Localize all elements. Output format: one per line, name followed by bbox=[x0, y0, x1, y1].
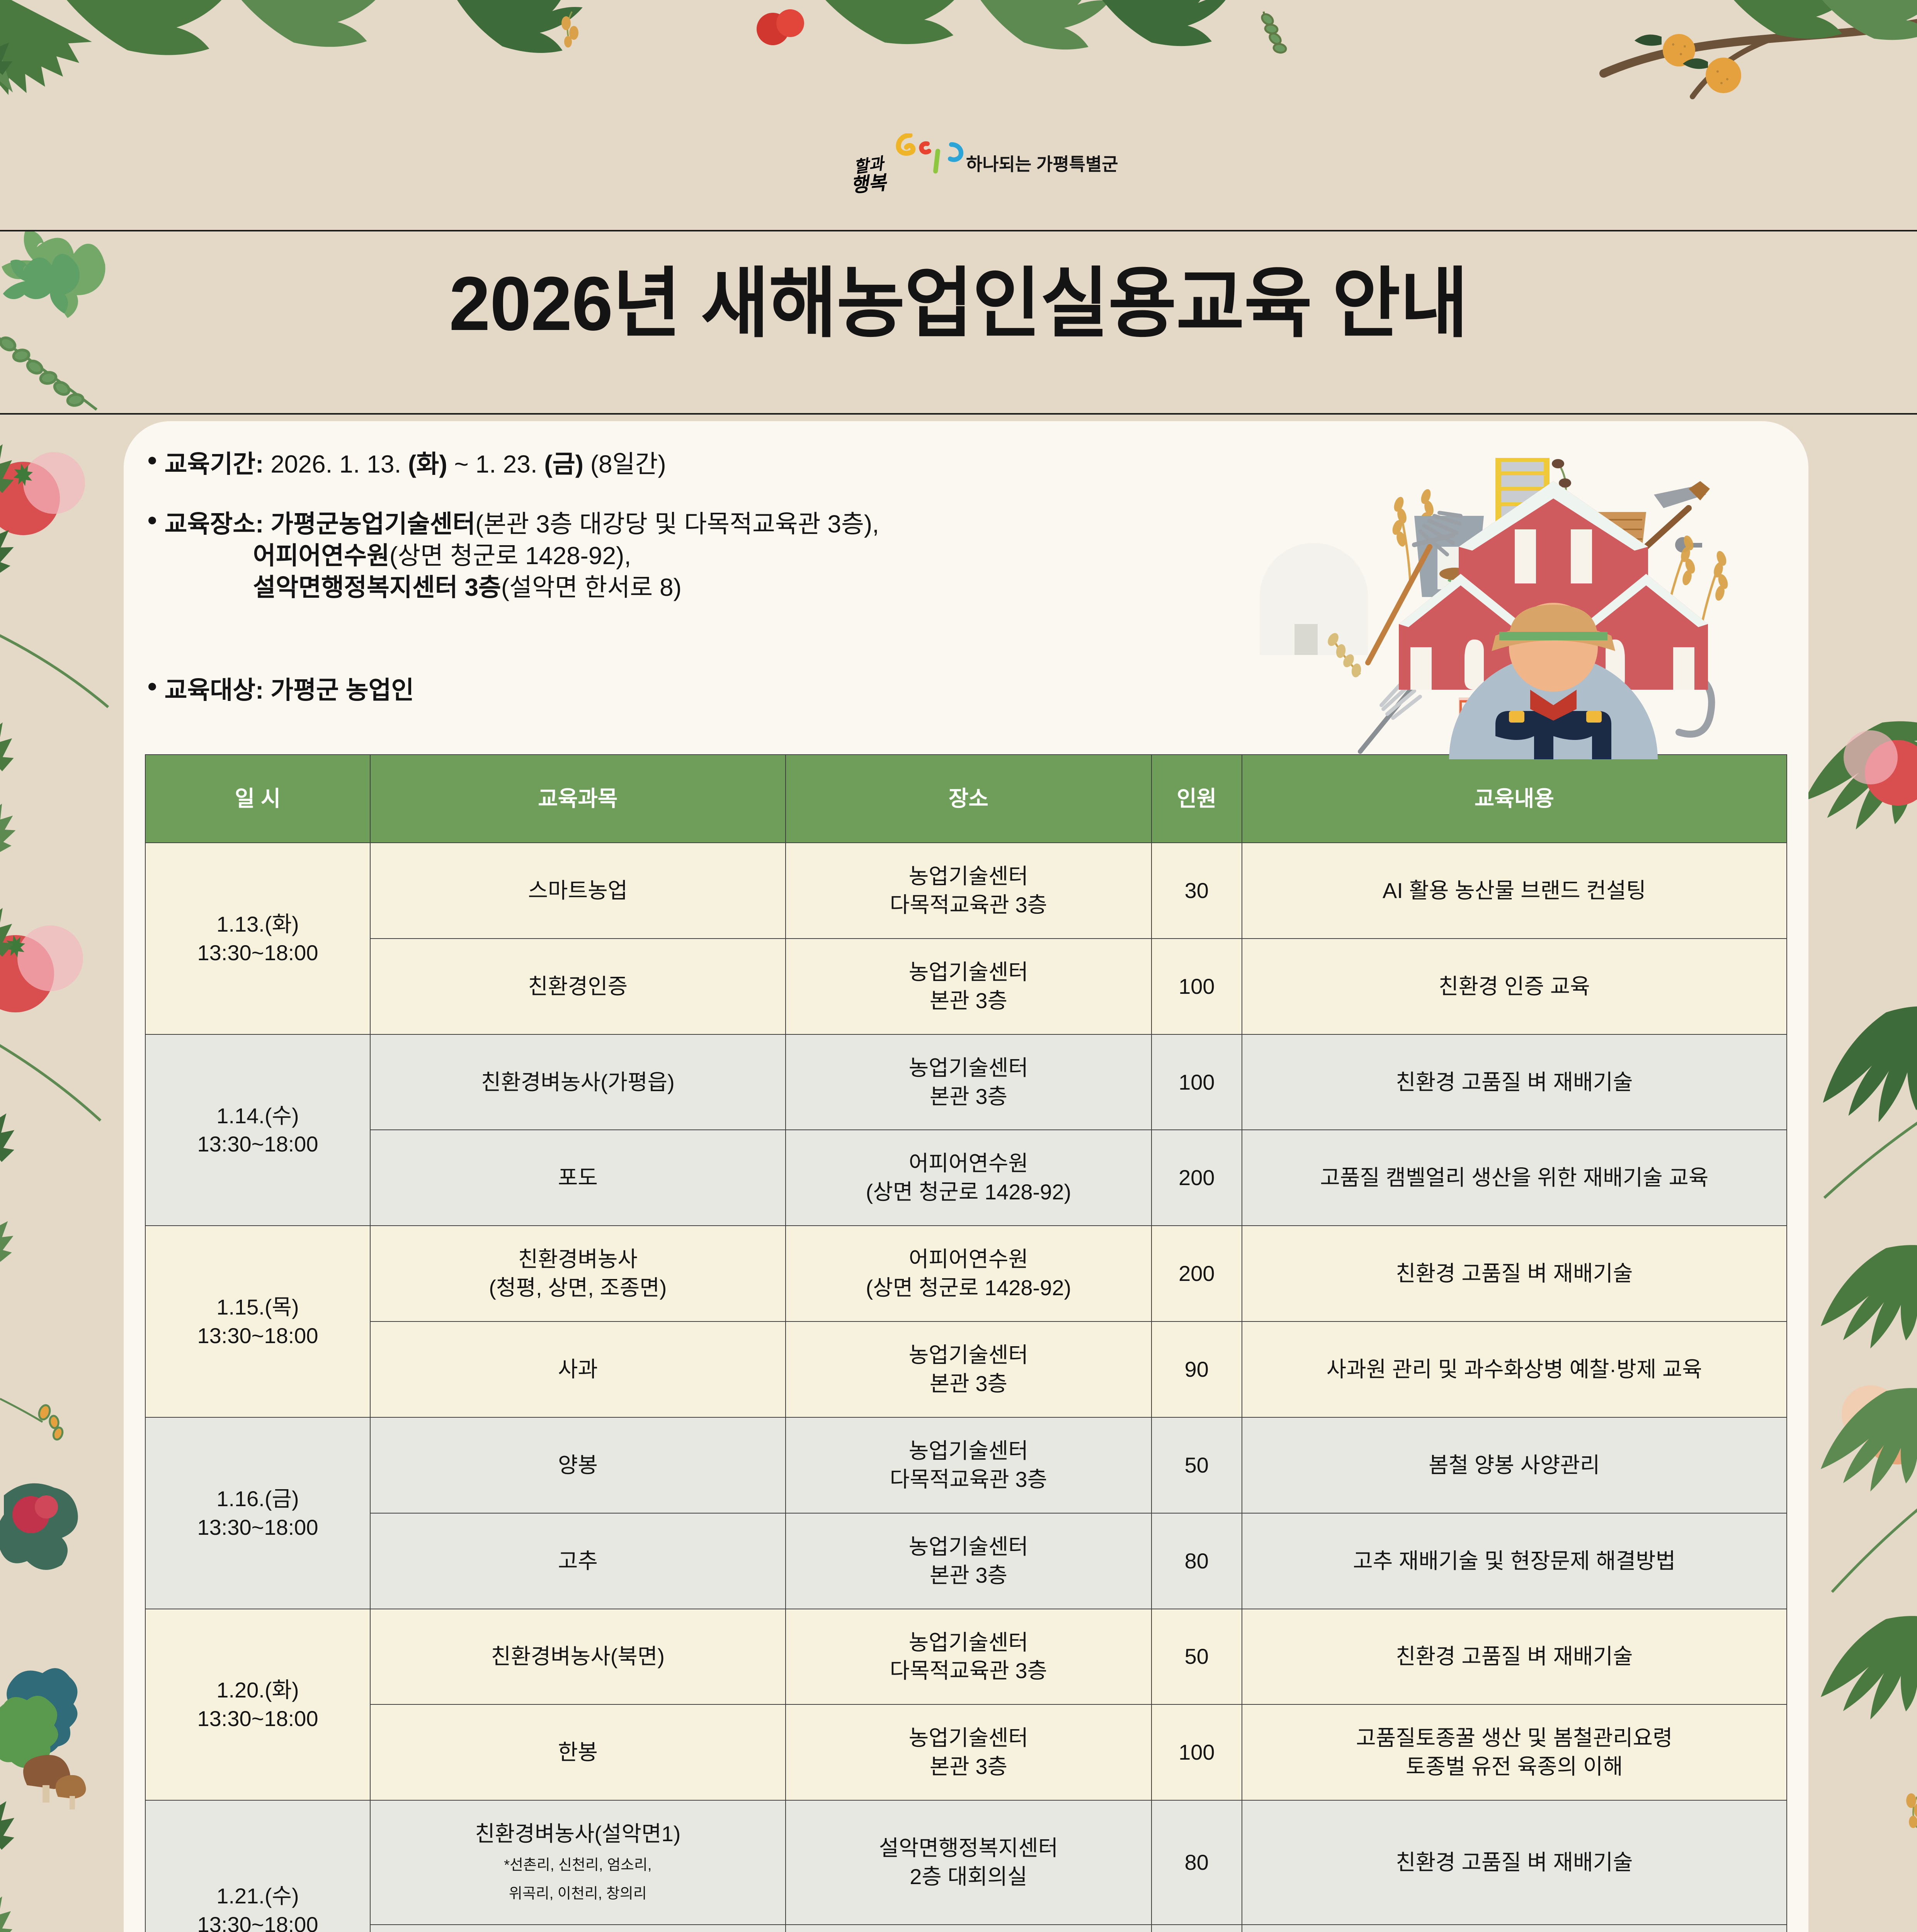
svg-text:행복: 행복 bbox=[850, 172, 889, 196]
svg-text:하나되는 가평특별군: 하나되는 가평특별군 bbox=[966, 154, 1118, 174]
